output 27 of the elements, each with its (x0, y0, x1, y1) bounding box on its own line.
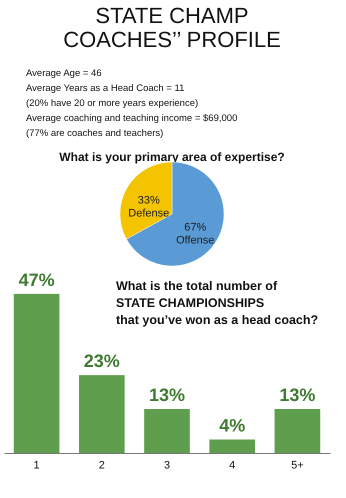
data-label: 23% (84, 351, 120, 372)
slice-label: Defense (128, 207, 170, 220)
bar (274, 408, 320, 453)
text: Average coaching and teaching income = $69,000 (26, 113, 238, 124)
text: (20% have 20 or more years experience) (26, 98, 198, 109)
chart-title: What is the total number of STATE CHAMPIONSHIPS that you’ve won as a head coach? (116, 279, 318, 327)
data-label: 4% (219, 415, 246, 436)
text: (77% are coaches and teachers) (26, 128, 164, 139)
slice-label: Offense (176, 234, 214, 247)
chart-subtitle: What is your primary area of expertise? (59, 150, 285, 164)
x-tick-label: 4 (229, 460, 236, 472)
chart-title: STATE CHAMP COACHES’’ PROFILE (63, 3, 281, 52)
x-tick-label: 3 (164, 460, 170, 472)
bar (144, 408, 190, 453)
data-label: 47% (18, 270, 55, 290)
text: Average Years as a Head Coach = 11 (26, 83, 184, 94)
text: Average Age = 46 (26, 68, 102, 79)
data-label: 13% (279, 384, 316, 405)
bar (78, 375, 125, 453)
x-tick-label: 5+ (291, 460, 304, 472)
bar (14, 294, 60, 453)
bar (209, 439, 256, 453)
x-tick-label: 2 (98, 460, 105, 472)
x-tick-label: 1 (34, 460, 40, 472)
data-label: 33% (138, 194, 160, 206)
data-label: 13% (148, 384, 186, 405)
data-label: 67% (184, 222, 206, 234)
